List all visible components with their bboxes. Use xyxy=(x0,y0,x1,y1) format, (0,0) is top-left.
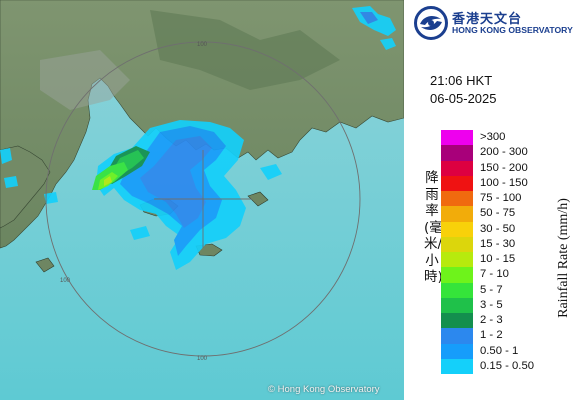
legend-swatch xyxy=(441,175,473,192)
legend-item: >300 xyxy=(441,130,541,146)
legend-title-en: Rainfall Rate (mm/h) xyxy=(556,198,571,318)
legend-swatch xyxy=(441,282,473,298)
legend-label: 30 - 50 xyxy=(480,222,516,235)
legend-swatch xyxy=(441,221,473,237)
legend-item: 5 - 7 xyxy=(441,282,541,298)
rainfall-legend: >300 200 - 300 150 - 200 100 - 150 75 - 100 5… xyxy=(441,130,541,375)
range-rings xyxy=(45,41,361,357)
legend-label: 5 - 7 xyxy=(480,283,503,296)
legend-swatch xyxy=(441,206,473,222)
island-east xyxy=(247,191,269,207)
legend-item: 50 - 75 xyxy=(441,206,541,222)
legend-item: 150 - 200 xyxy=(441,160,541,176)
legend-label: 0.15 - 0.50 xyxy=(480,359,535,372)
legend-item: 2 - 3 xyxy=(441,313,541,329)
legend-swatch xyxy=(441,358,473,375)
legend-label: 1 - 2 xyxy=(480,329,503,342)
legend-item: 100 - 150 xyxy=(441,175,541,192)
legend-swatch xyxy=(441,252,473,268)
legend-swatch xyxy=(441,130,473,146)
legend-item: 10 - 15 xyxy=(441,252,541,268)
legend-swatch xyxy=(441,313,473,329)
legend-item: 0.15 - 0.50 xyxy=(441,358,541,375)
range-label-west: 100 xyxy=(60,278,71,284)
hko-logo: 香港天文台 HONG KONG OBSERVATORY xyxy=(414,6,574,40)
legend-label: 200 - 300 xyxy=(480,146,528,159)
legend-swatch xyxy=(441,236,473,253)
org-name-zh: 香港天文台 xyxy=(452,12,523,27)
legend-item: 7 - 10 xyxy=(441,267,541,283)
island-west xyxy=(35,257,55,273)
land-patch-urban xyxy=(40,50,130,110)
legend-label: 0.50 - 1 xyxy=(480,344,519,357)
radar-date: 06-05-2025 xyxy=(430,91,497,106)
legend-title-zh: 降雨率(毫米/小時) xyxy=(424,170,443,285)
legend-label: 150 - 200 xyxy=(480,161,528,174)
org-name-en: HONG KONG OBSERVATORY xyxy=(452,25,573,35)
range-labels: 100 100 100 xyxy=(60,42,208,362)
legend-label: 50 - 75 xyxy=(480,207,516,220)
legend-label: >300 xyxy=(480,131,506,143)
legend-swatch xyxy=(441,267,473,283)
range-label-north: 100 xyxy=(197,42,208,48)
legend-swatch xyxy=(441,328,473,344)
legend-item: 30 - 50 xyxy=(441,221,541,237)
legend-label: 7 - 10 xyxy=(480,268,509,281)
legend-swatch xyxy=(441,145,473,161)
legend-item: 200 - 300 xyxy=(441,145,541,161)
legend-item: 3 - 5 xyxy=(441,297,541,314)
legend-item: 0.50 - 1 xyxy=(441,343,541,359)
legend-item: 15 - 30 xyxy=(441,236,541,253)
copyright-notice: © Hong Kong Observatory xyxy=(268,384,380,395)
radar-time: 21:06 HKT xyxy=(430,73,493,88)
legend-item: 1 - 2 xyxy=(441,328,541,344)
legend-label: 2 - 3 xyxy=(480,314,503,327)
legend-label: 3 - 5 xyxy=(480,298,503,311)
hko-emblem-icon xyxy=(414,6,448,40)
legend-swatch xyxy=(441,297,473,314)
legend-label: 10 - 15 xyxy=(480,253,516,266)
range-label-south: 100 xyxy=(197,356,208,362)
land-west-peninsula xyxy=(0,145,51,229)
legend-swatch xyxy=(441,191,473,207)
radar-map: 100 100 100 xyxy=(0,0,404,400)
legend-label: 100 - 150 xyxy=(480,176,528,189)
legend-label: 75 - 100 xyxy=(480,192,522,205)
radar-echoes xyxy=(0,6,396,270)
legend-label: 15 - 30 xyxy=(480,237,516,250)
legend-swatch xyxy=(441,343,473,359)
legend-panel: 香港天文台 HONG KONG OBSERVATORY 21:06 HKT 06… xyxy=(404,0,577,400)
legend-item: 75 - 100 xyxy=(441,191,541,207)
legend-swatch xyxy=(441,160,473,176)
